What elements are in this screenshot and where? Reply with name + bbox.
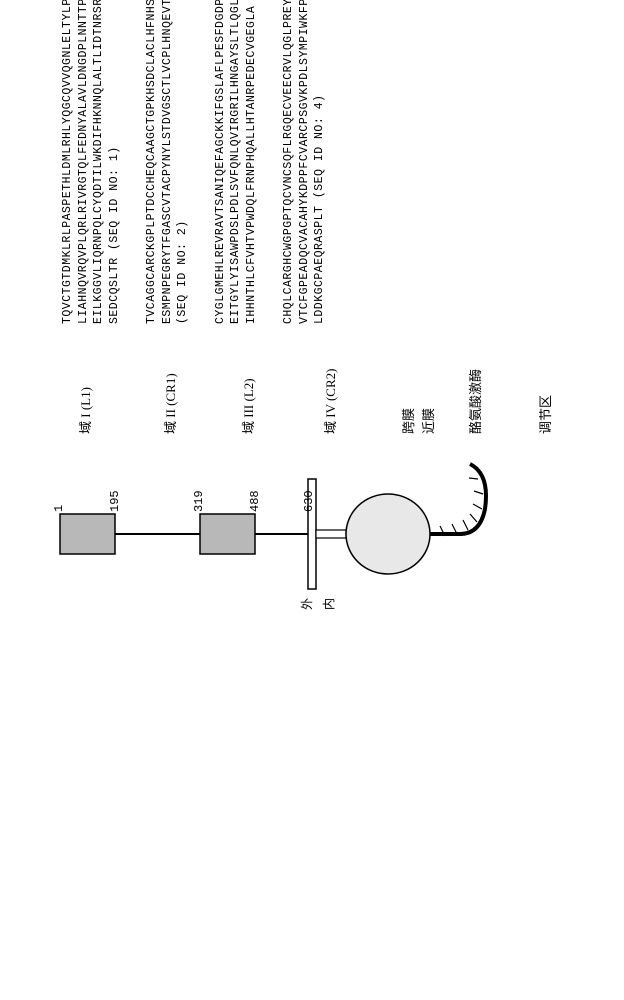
sequence-4: CHQLCARGHCWGPGPTQCVNCSQFLRGQECVEECRVLQGL… [281,0,328,324]
pos-1: 1 [52,505,66,512]
sequence-column: 域 I (L1) 域 II (CR1) 域 III (L2) 域 IV (CR2… [0,0,624,444]
sequence-2: TVCAGGCARCKGPLPTDCCHEQCAAGCTGPKHSDCLACLH… [144,0,191,324]
pos-630: 630 [302,490,316,512]
domain-label-4: 域 IV (CR2) [320,369,339,434]
regulatory-label: 调节区 [535,395,554,434]
outside-label: 外 [298,598,315,610]
kinase-label: 酪氨酸激酶 [465,369,484,434]
pos-319: 319 [192,490,206,512]
sequence-1: TQVCTGTDMKLRLPASPETHLDMLRHLYQGCQVVQGNLEL… [60,0,122,324]
rotated-page: 1 195 319 488 630 外 内 域 I (L1) 域 II (CR1… [0,0,624,624]
pos-488: 488 [248,490,262,512]
sequence-3: CYGLGMEHLREVRAVTSANIQEFAGCKKIFGSLAFLPESF… [213,0,260,324]
inside-label: 内 [320,598,337,610]
domain-label-2: 域 II (CR1) [160,373,179,434]
pos-195: 195 [108,490,122,512]
diagram-column: 1 195 319 488 630 外 内 [0,444,624,624]
protein-diagram [50,454,510,594]
domain-label-1: 域 I (L1) [75,387,94,434]
juxtamembrane-label: 近膜 [418,408,437,434]
domain-label-3: 域 III (L2) [238,378,257,434]
transmembrane-label: 跨膜 [398,408,417,434]
